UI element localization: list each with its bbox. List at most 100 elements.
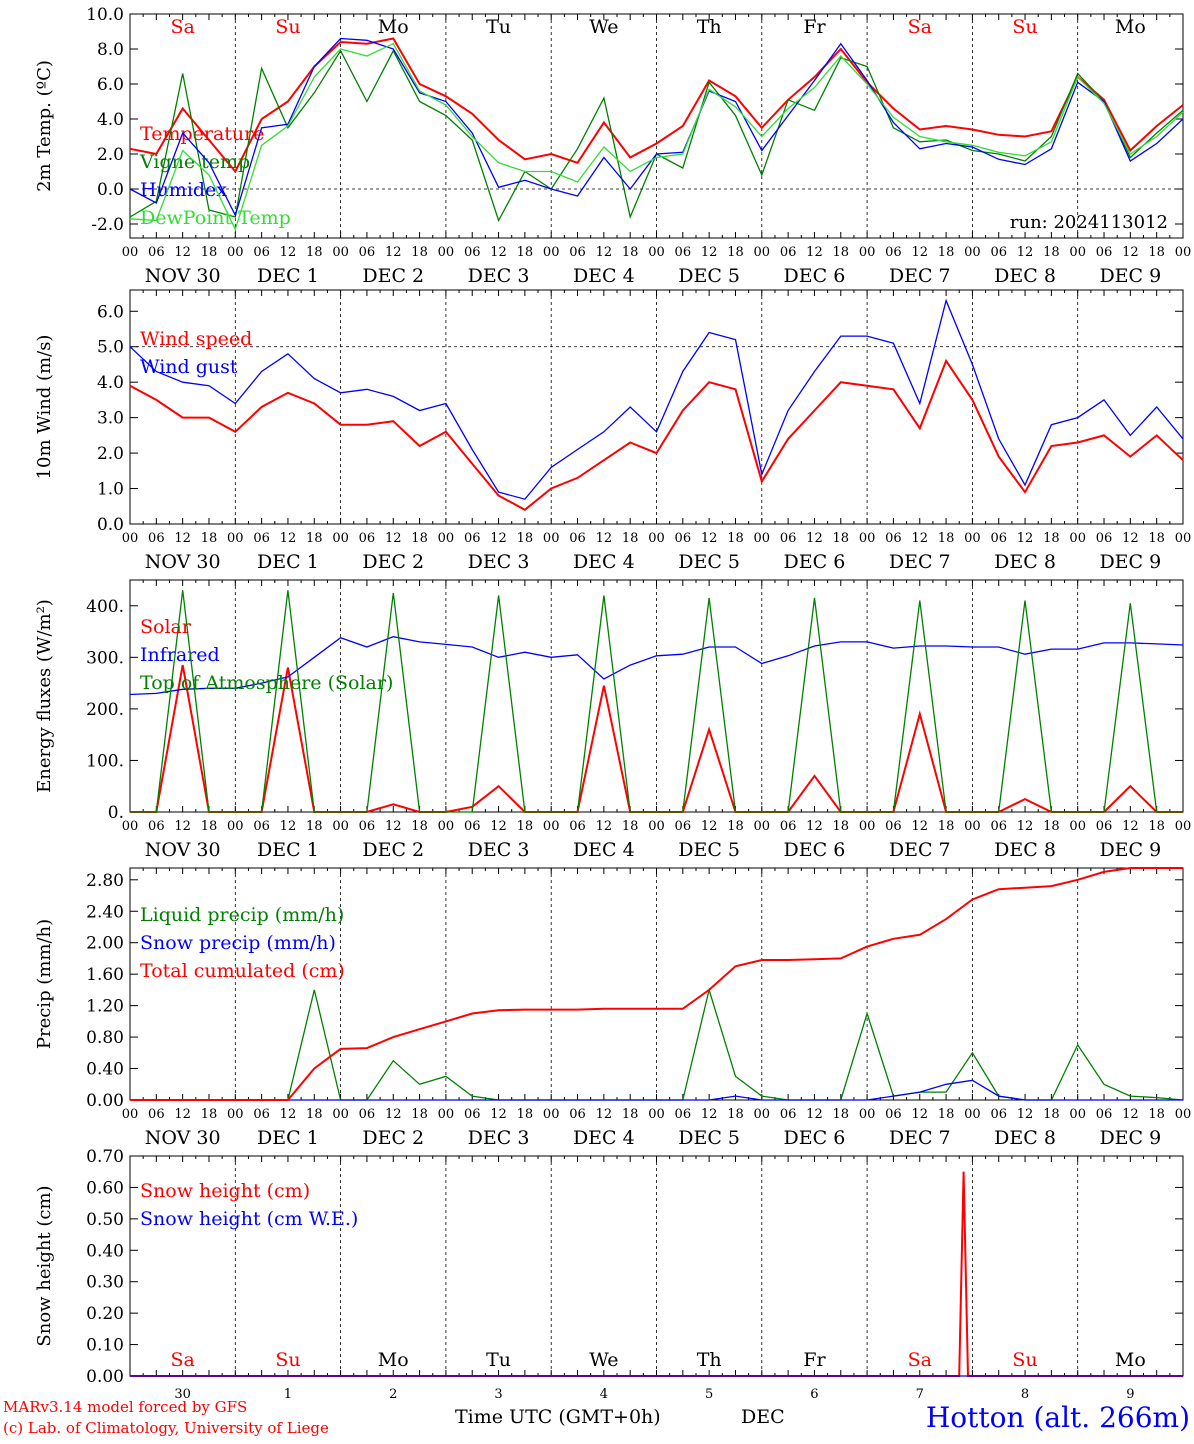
hour-label: 00 [227,245,244,260]
legend-entry: Snow height (cm W.E.) [140,1208,358,1230]
hour-label: 00 [859,819,876,834]
day-number: 5 [705,1387,713,1402]
hour-label: 06 [253,819,270,834]
day-number: 9 [1126,1387,1134,1402]
date-label: DEC 1 [257,1127,319,1149]
day-name: Mo [1115,16,1146,38]
hour-label: 18 [1148,819,1165,834]
hour-label: 00 [122,819,139,834]
hour-label: 00 [859,245,876,260]
hour-label: 18 [517,819,534,834]
hour-label: 00 [648,819,665,834]
hour-label: 00 [1175,1107,1192,1122]
y-tick-label: 0. [108,803,124,823]
hour-label: 06 [253,245,270,260]
hour-label: 12 [701,245,718,260]
y-tick-label: 0.00 [86,1091,124,1111]
hour-label: 00 [754,819,771,834]
hour-label: 12 [701,1107,718,1122]
y-axis-label: 2m Temp. (ºC) [34,60,55,192]
hour-label: 06 [464,531,481,546]
hour-label: 00 [754,531,771,546]
hour-label: 00 [648,531,665,546]
hour-label: 18 [306,819,323,834]
date-label: DEC 6 [784,265,846,287]
series-line [129,42,1184,232]
hour-label: 12 [1122,531,1139,546]
date-label: DEC 1 [257,551,319,573]
hour-label: 06 [780,819,797,834]
hour-label: 18 [201,1107,218,1122]
date-label: DEC 8 [994,839,1056,861]
hour-label: 00 [964,819,981,834]
hour-label: 18 [411,1107,428,1122]
legend-entry: Wind gust [140,356,238,378]
hour-label: 06 [675,531,692,546]
hour-label: 06 [990,1107,1007,1122]
hour-label: 12 [1017,1107,1034,1122]
copyright: (c) Lab. of Climatology, University of L… [3,1419,329,1437]
day-name: Mo [378,1349,409,1371]
y-tick-label: 0.40 [86,1060,124,1080]
hour-label: 12 [490,245,507,260]
hour-label: 00 [1069,245,1086,260]
legend-entry: Total cumulated (cm) [140,960,345,982]
hour-label: 12 [385,245,402,260]
day-number: 30 [174,1387,191,1402]
hour-label: 12 [806,1107,823,1122]
hour-label: 00 [648,1107,665,1122]
y-tick-label: -2.0 [91,215,124,235]
day-number: 8 [1021,1387,1029,1402]
hour-label: 18 [1043,245,1060,260]
series-line [130,867,1183,1101]
hour-label: 12 [490,819,507,834]
hour-label: 00 [1175,245,1192,260]
hour-label: 00 [964,1107,981,1122]
hour-label: 00 [438,1107,455,1122]
day-number: 1 [284,1387,292,1402]
hour-label: 06 [359,245,376,260]
hour-label: 18 [517,245,534,260]
y-tick-label: 0.40 [86,1241,124,1261]
hour-label: 06 [675,1107,692,1122]
hour-label: 12 [280,531,297,546]
hour-label: 06 [885,531,902,546]
hour-label: 18 [622,531,639,546]
hour-label: 18 [938,531,955,546]
hour-label: 18 [622,819,639,834]
hour-label: 06 [990,531,1007,546]
hour-label: 00 [122,245,139,260]
hour-label: 12 [911,1107,928,1122]
y-tick-label: 2.80 [86,871,124,891]
hour-label: 18 [1148,245,1165,260]
model-credit: MARv3.14 model forced by GFS [3,1398,247,1416]
hour-label: 06 [569,531,586,546]
date-label: DEC 3 [468,1127,530,1149]
date-label: DEC 8 [994,551,1056,573]
hour-label: 18 [306,531,323,546]
y-tick-label: 0.50 [86,1210,124,1230]
hour-label: 00 [754,1107,771,1122]
date-label: NOV 30 [145,551,221,573]
hour-label: 12 [806,245,823,260]
day-number: 2 [389,1387,397,1402]
hour-label: 12 [385,819,402,834]
hour-label: 18 [201,531,218,546]
hour-label: 00 [332,245,349,260]
hour-label: 06 [885,819,902,834]
y-tick-label: 3.0 [97,409,124,429]
y-tick-label: 2.0 [97,145,124,165]
hour-label: 18 [1043,819,1060,834]
hour-label: 12 [596,819,613,834]
day-name: Tu [486,16,511,38]
date-label: NOV 30 [145,839,221,861]
hour-label: 18 [622,1107,639,1122]
day-name: Sa [908,1349,932,1371]
hour-label: 12 [174,1107,191,1122]
date-label: DEC 3 [468,551,530,573]
hour-label: 06 [1096,819,1113,834]
hour-label: 12 [911,245,928,260]
y-tick-label: 0.80 [86,1028,124,1048]
y-axis-label: 10m Wind (m/s) [34,335,55,480]
date-label: DEC 3 [468,839,530,861]
